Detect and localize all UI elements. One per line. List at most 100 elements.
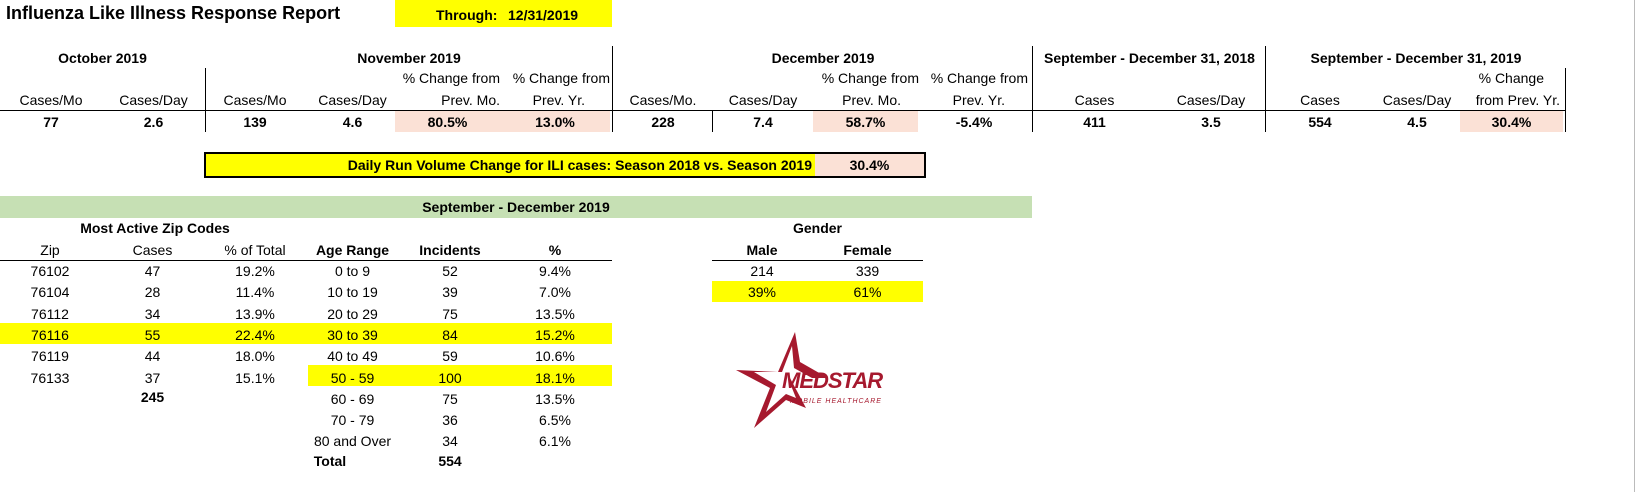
zip-code-cell: 76116 (31, 326, 69, 343)
zip-pct-cell: 13.9% (235, 305, 275, 322)
age-range-cell: 50 - 59 (330, 369, 375, 386)
column-divider (712, 111, 713, 132)
col-header: % Change from (821, 70, 919, 86)
value-cell: 3.5 (1201, 114, 1221, 130)
sheet-edge (1634, 0, 1635, 492)
gender-pct: 39% (747, 284, 777, 300)
value-cell: 13.0% (535, 114, 575, 130)
zip-code-cell: 76102 (30, 263, 70, 279)
zip-cases-cell: 47 (144, 263, 161, 279)
star-icon (736, 332, 828, 428)
value-cell: 139 (243, 114, 267, 130)
period-s2019-label: September - December 31, 2019 (1310, 50, 1522, 66)
zip-code-cell: 76119 (31, 348, 69, 365)
age-range-cell: 80 and Over (313, 433, 392, 450)
column-divider (1032, 46, 1033, 132)
age-pct-cell: 6.5% (539, 412, 571, 429)
age-range-cell: 40 to 49 (327, 348, 378, 365)
age-range-cell: 0 to 9 (334, 263, 371, 279)
value-cell: 7.4 (753, 114, 773, 130)
gender-header: Female (843, 242, 892, 258)
col-header: Prev. Yr. (532, 92, 585, 108)
column-divider (1265, 46, 1266, 132)
age-incidents-cell: 39 (442, 284, 458, 301)
zip-total: 245 (140, 389, 165, 405)
col-header: Prev. Mo. (441, 92, 500, 108)
report-title: Influenza Like Illness Response Report (6, 3, 341, 23)
col-header: Cases/Day (1382, 92, 1452, 108)
gender-pct: 61% (853, 284, 882, 300)
zip-pct-cell: 18.0% (235, 348, 275, 365)
period-dec-label: December 2019 (771, 50, 875, 66)
age-total: 554 (438, 453, 462, 469)
zip-cases-cell: 34 (144, 305, 161, 322)
zip-header: Zip (40, 242, 60, 258)
gender-title: Gender (792, 220, 842, 236)
age-total-label: Total (313, 453, 347, 469)
nov-pct-highlight (395, 111, 610, 132)
value-cell: 80.5% (427, 114, 468, 130)
logo-subtext: MOBILE HEALTHCARE (790, 398, 882, 405)
logo-text: MEDSTAR (782, 368, 883, 393)
zip-code-cell: 76112 (31, 305, 69, 322)
age-pct-cell: 10.6% (535, 348, 575, 365)
zip-cases-cell: 28 (144, 284, 161, 301)
through-date: 12/31/2019 (508, 7, 579, 23)
run-volume-label: Daily Run Volume Change for ILI cases: S… (347, 157, 812, 173)
zip-cases-cell: 55 (144, 326, 161, 343)
dec-pct-highlight (813, 111, 918, 132)
run-volume-box: Daily Run Volume Change for ILI cases: S… (204, 152, 926, 178)
zip-header: Cases (132, 242, 173, 258)
age-incidents-cell: 75 (442, 305, 458, 322)
zip-pct-cell: 11.4% (235, 284, 275, 301)
run-volume-value: 30.4% (849, 157, 890, 173)
value-cell: 4.5 (1407, 114, 1427, 130)
gender-pct-highlight (712, 281, 923, 302)
col-header: Cases/Day (318, 92, 387, 108)
zip-pct-cell: 19.2% (235, 263, 275, 279)
age-incidents-cell: 36 (442, 412, 458, 429)
col-header: % Change from (402, 70, 500, 86)
value-cell: 30.4% (1491, 114, 1532, 130)
run-volume-value-bg (815, 154, 924, 176)
zip-pct-cell: 22.4% (235, 326, 275, 343)
age-header: Age Range (315, 242, 390, 258)
age-header: % (548, 242, 562, 258)
header-divider (0, 110, 1566, 111)
col-header: Prev. Mo. (842, 92, 901, 108)
age-range-cell: 60 - 69 (330, 390, 375, 407)
period-s2018-label: September - December 31, 2018 (1044, 50, 1255, 66)
age-range-cell: 70 - 79 (330, 412, 375, 429)
col-header: Cases/Mo (19, 92, 83, 108)
col-header: Cases/Day (1176, 92, 1246, 108)
age-range-cell: 20 to 29 (327, 305, 378, 322)
section-header-bar (0, 196, 1032, 218)
age-incidents-cell: 34 (442, 433, 458, 450)
through-label: Through: (436, 7, 498, 23)
age-pct-cell: 9.4% (539, 263, 571, 279)
value-cell: 77 (43, 114, 59, 130)
gender-count: 339 (855, 263, 880, 279)
zip-pct-cell: 15.1% (235, 369, 275, 386)
age-pct-cell: 15.2% (535, 326, 575, 343)
medstar-logo: MEDSTAR MOBILE HEALTHCARE (730, 330, 900, 430)
value-cell: 2.6 (143, 114, 164, 130)
value-cell: 228 (651, 114, 675, 130)
age-range-cell: 30 to 39 (327, 326, 378, 343)
age-pct-cell: 18.1% (535, 369, 575, 386)
col-header: % Change from (930, 70, 1028, 86)
col-header: % Change (1478, 70, 1544, 86)
s2019-pct-highlight (1460, 111, 1563, 132)
gender-header-divider (712, 260, 923, 261)
value-cell: 554 (1308, 114, 1332, 130)
column-divider (612, 46, 613, 132)
age-pct-cell: 7.0% (539, 284, 571, 301)
zip-code-cell: 76133 (30, 369, 70, 386)
age-50-59-highlight (308, 365, 612, 386)
zip-76116-highlight (0, 323, 612, 344)
col-header: Prev. Yr. (952, 92, 1005, 108)
col-header: Cases/Mo. (629, 92, 697, 108)
gender-count: 214 (750, 263, 774, 279)
period-oct-label: October 2019 (58, 50, 147, 66)
age-incidents-cell: 59 (442, 348, 458, 365)
